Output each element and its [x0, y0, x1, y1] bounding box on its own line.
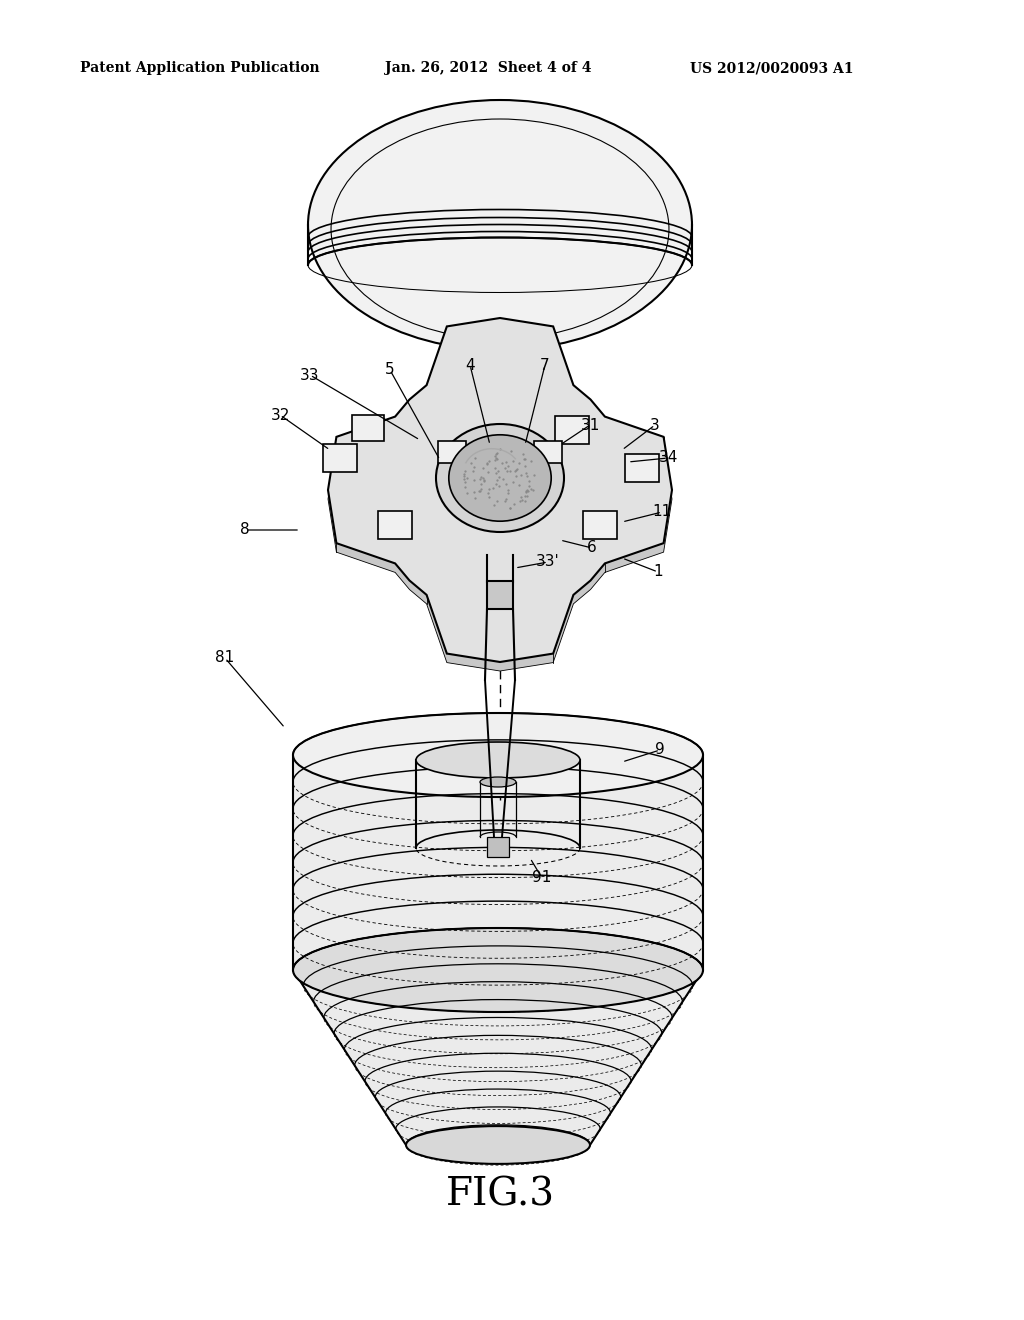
Text: 9: 9 [655, 742, 665, 758]
FancyBboxPatch shape [438, 441, 466, 463]
Text: Jan. 26, 2012  Sheet 4 of 4: Jan. 26, 2012 Sheet 4 of 4 [385, 61, 592, 75]
Text: 7: 7 [541, 358, 550, 372]
Polygon shape [328, 327, 672, 671]
Ellipse shape [480, 777, 516, 787]
FancyBboxPatch shape [555, 416, 589, 444]
Ellipse shape [449, 434, 551, 521]
Text: 11: 11 [652, 504, 672, 520]
Text: 81: 81 [215, 651, 234, 665]
Ellipse shape [293, 713, 703, 797]
Text: 33: 33 [300, 367, 319, 383]
Text: 5: 5 [385, 363, 395, 378]
Ellipse shape [308, 100, 692, 350]
Ellipse shape [293, 928, 703, 1012]
Text: 6: 6 [587, 540, 597, 556]
Polygon shape [293, 970, 703, 1144]
Text: 8: 8 [241, 523, 250, 537]
Polygon shape [328, 318, 672, 663]
FancyBboxPatch shape [583, 511, 617, 539]
Text: 31: 31 [581, 417, 600, 433]
FancyBboxPatch shape [323, 444, 357, 473]
Ellipse shape [416, 742, 580, 777]
FancyBboxPatch shape [625, 454, 659, 482]
Text: Patent Application Publication: Patent Application Publication [80, 61, 319, 75]
Text: FIG.3: FIG.3 [445, 1176, 555, 1213]
FancyBboxPatch shape [487, 837, 509, 857]
Ellipse shape [406, 1126, 590, 1164]
Polygon shape [293, 755, 703, 970]
FancyBboxPatch shape [378, 511, 412, 539]
FancyBboxPatch shape [352, 414, 384, 441]
Text: 33': 33' [537, 554, 560, 569]
FancyBboxPatch shape [487, 581, 513, 609]
Text: US 2012/0020093 A1: US 2012/0020093 A1 [690, 61, 853, 75]
Ellipse shape [436, 424, 564, 532]
Text: 34: 34 [658, 450, 678, 466]
Text: 3: 3 [650, 417, 659, 433]
Text: 4: 4 [465, 358, 475, 372]
Text: 1: 1 [653, 565, 663, 579]
FancyBboxPatch shape [534, 441, 562, 463]
Text: 32: 32 [270, 408, 290, 422]
Text: 91: 91 [532, 870, 552, 886]
